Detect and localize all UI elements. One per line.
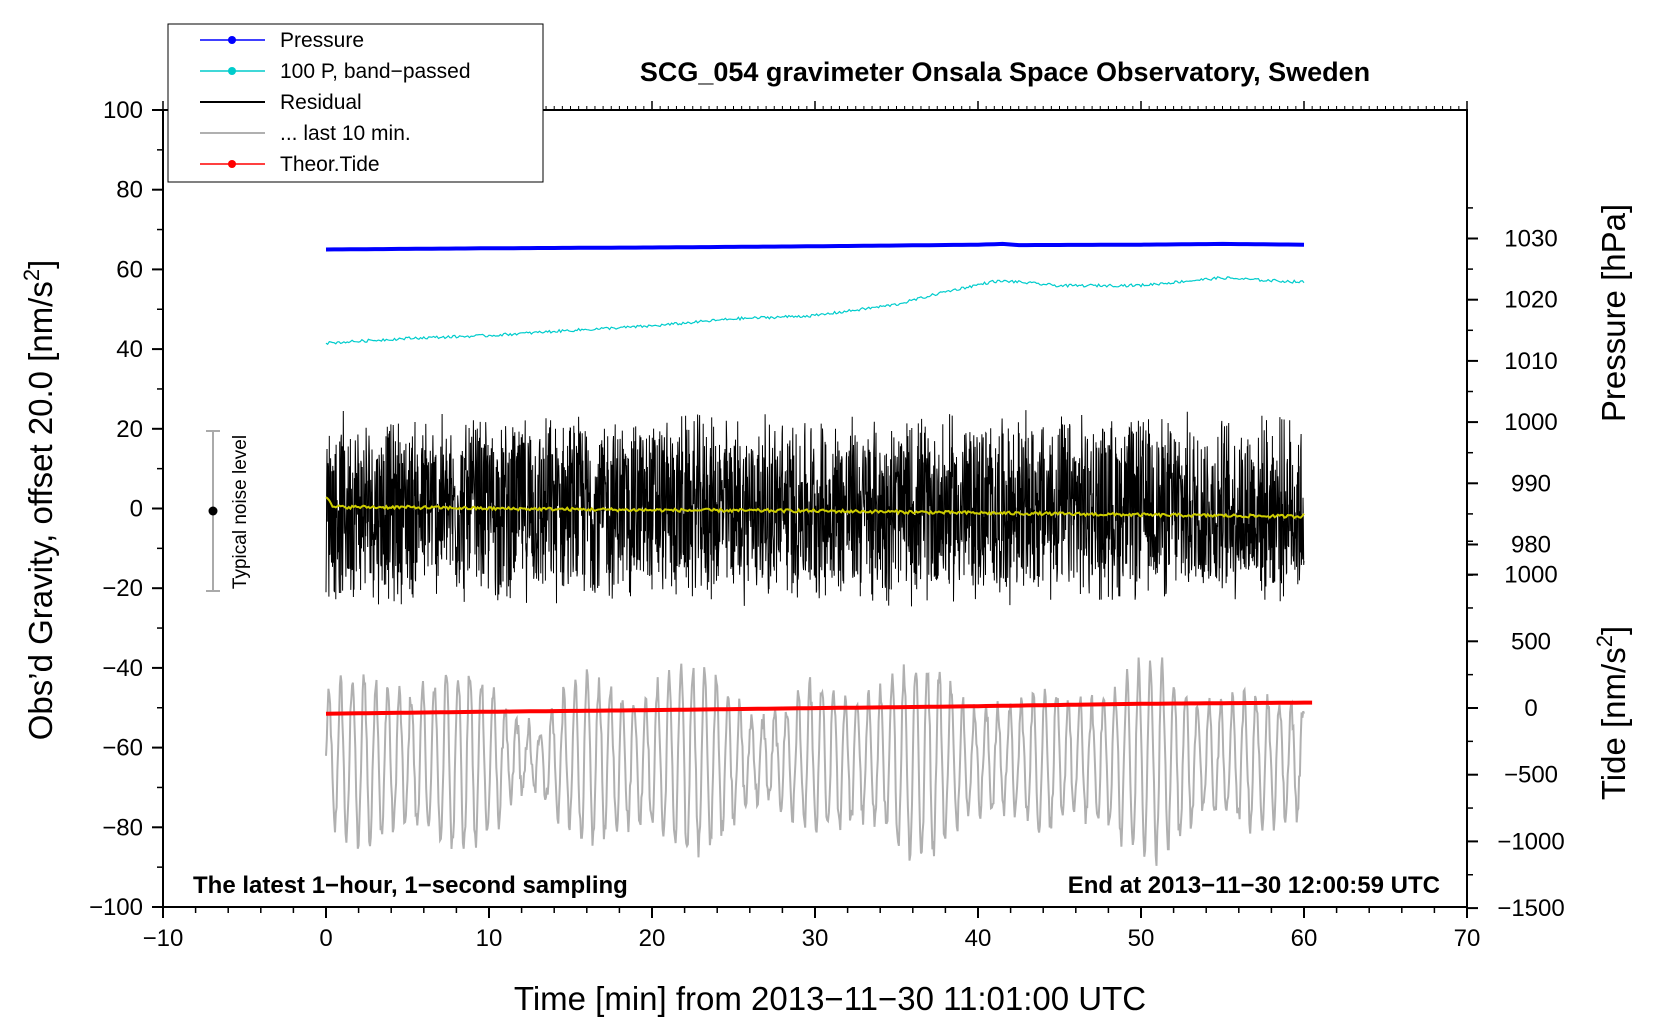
y-tick-label: −80 (102, 814, 143, 841)
tide-tick-label: 1000 (1504, 562, 1557, 589)
y-axis-label-end: ] (22, 260, 59, 269)
y-tick-label: 100 (103, 97, 143, 124)
tide-tick-label: −1000 (1497, 828, 1564, 855)
y-axis-label-sup: 2 (19, 269, 44, 281)
y-axis-label-main: Obs’d Gravity, offset 20.0 [nm/s (22, 281, 59, 740)
legend-marker (228, 160, 236, 168)
legend-label: 100 P, band−passed (280, 60, 471, 83)
tide-tick-label: 0 (1524, 695, 1537, 722)
tide-tick-label: −500 (1504, 762, 1558, 789)
x-tick-label: 0 (319, 925, 332, 952)
noise-dot (208, 506, 218, 516)
pressure-tick-label: 1010 (1504, 348, 1557, 375)
x-tick-label: 10 (476, 925, 503, 952)
tide-axis-label-sup: 2 (1592, 635, 1617, 647)
y-tick-label: 20 (116, 416, 143, 443)
x-tick-label: 50 (1128, 925, 1155, 952)
x-tick-label: 60 (1291, 925, 1318, 952)
x-tick-label: 30 (802, 925, 829, 952)
tide-axis-label-end: ] (1595, 626, 1632, 635)
y-tick-label: −60 (102, 735, 143, 762)
chart-title: SCG_054 gravimeter Onsala Space Observat… (640, 57, 1370, 87)
noise-indicator: Typical noise level (206, 430, 251, 592)
y-axis-label: Obs’d Gravity, offset 20.0 [nm/s2] (19, 260, 59, 741)
y-tick-label: 80 (116, 177, 143, 204)
legend-marker (228, 36, 236, 44)
series-theor-tide (325, 700, 1313, 716)
legend: Pressure 100 P, band−passed Residual ... la… (167, 23, 544, 183)
series-last-10-min (325, 657, 1305, 866)
pressure-axis-label: Pressure [hPa] (1595, 204, 1632, 422)
pressure-tick-label: 980 (1511, 532, 1551, 559)
series-pressure (325, 241, 1305, 252)
x-tick-label: 70 (1454, 925, 1481, 952)
series-band-passed (325, 276, 1305, 346)
y-tick-label: −20 (102, 575, 143, 602)
noise-label: Typical noise level (230, 435, 251, 589)
axes: −10 0 10 20 30 40 50 60 70−100−80−60−40−20020406… (89, 97, 1565, 952)
legend-label: Theor.Tide (280, 153, 380, 176)
legend-marker (228, 67, 236, 75)
legend-label: Pressure (280, 29, 364, 52)
series-residual-mean (325, 496, 1305, 520)
tide-tick-label: 500 (1511, 628, 1551, 655)
y-tick-label: 40 (116, 336, 143, 363)
tide-axis-label-main: Tide [nm/s (1595, 647, 1632, 800)
series-residual (325, 410, 1305, 607)
legend-label: ... last 10 min. (280, 122, 411, 145)
annotation-right: End at 2013−11−30 12:00:59 UTC (1068, 872, 1440, 899)
pressure-tick-label: 1020 (1504, 287, 1557, 314)
x-axis-label: Time [min] from 2013−11−30 11:01:00 UTC (514, 980, 1146, 1017)
y-tick-label: 0 (130, 496, 143, 523)
plot-area (325, 241, 1313, 866)
x-tick-label: −10 (143, 925, 184, 952)
legend-label: Residual (280, 91, 362, 114)
x-tick-label: 40 (965, 925, 992, 952)
y-tick-label: 60 (116, 256, 143, 283)
pressure-tick-label: 1000 (1504, 409, 1557, 436)
y-tick-label: −100 (89, 894, 143, 921)
x-tick-label: 20 (639, 925, 666, 952)
tide-tick-label: −1500 (1497, 895, 1564, 922)
pressure-tick-label: 990 (1511, 470, 1551, 497)
legend-items: Pressure 100 P, band−passed Residual ... la… (200, 29, 471, 176)
y-tick-label: −40 (102, 655, 143, 682)
pressure-tick-label: 1030 (1504, 226, 1557, 253)
annotation-left: The latest 1−hour, 1−second sampling (193, 872, 628, 899)
tide-axis-label: Tide [nm/s2] (1592, 626, 1632, 800)
